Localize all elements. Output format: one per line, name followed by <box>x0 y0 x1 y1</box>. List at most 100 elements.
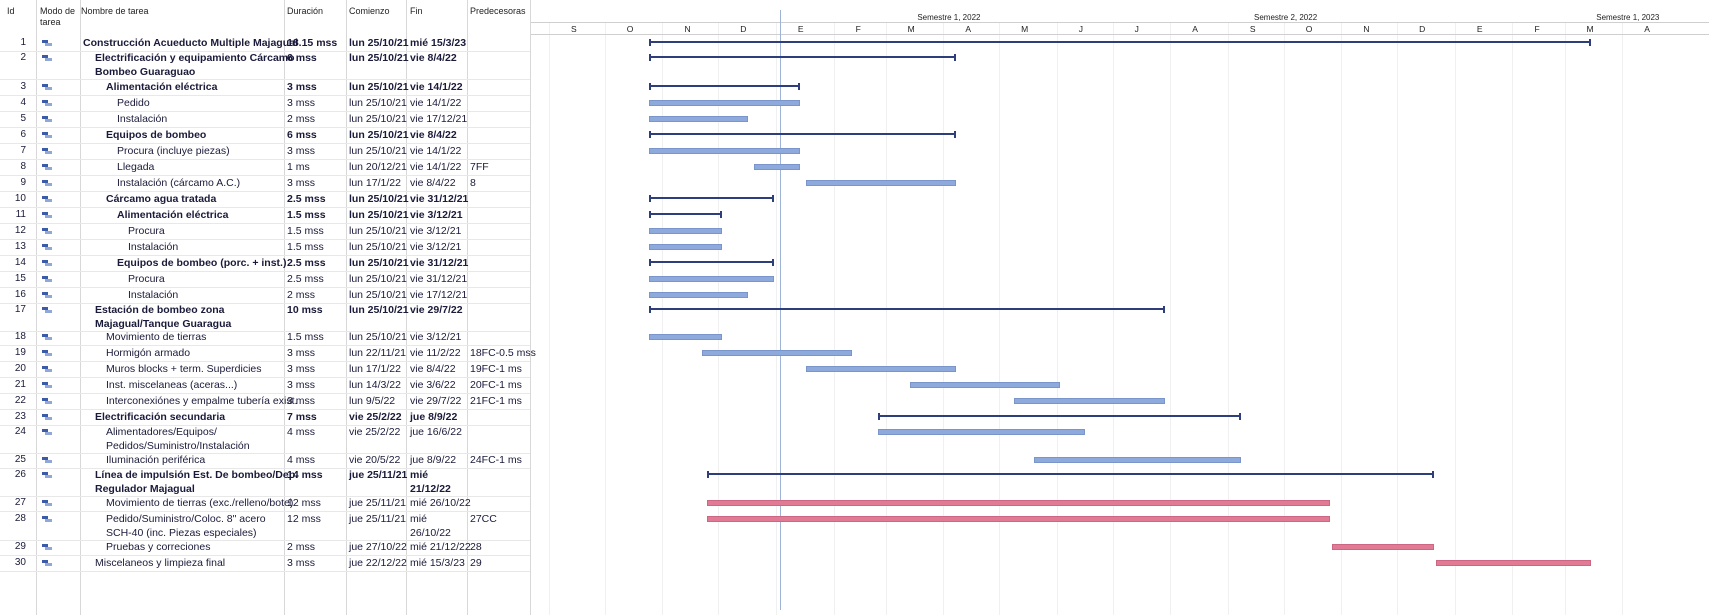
task-finish: vie 8/4/22 <box>410 52 457 64</box>
task-name: Hormigón armado <box>106 347 191 359</box>
gantt-task-bar[interactable] <box>878 429 1085 435</box>
column-header-id[interactable]: Id <box>7 6 15 16</box>
gantt-summary-bar[interactable] <box>649 259 775 266</box>
task-finish: vie 14/1/22 <box>410 97 462 109</box>
task-name: Cárcamo agua tratada <box>106 193 217 205</box>
task-mode-icon <box>42 244 52 250</box>
gantt-summary-bar[interactable] <box>878 413 1241 420</box>
task-mode-icon <box>42 180 52 186</box>
task-name: Llegada <box>117 161 155 173</box>
task-predecessors: 21FC-1 ms <box>470 395 522 407</box>
task-duration: 3 mss <box>287 81 317 93</box>
timescale-month: N <box>1363 24 1370 34</box>
task-finish: vie 31/12/21 <box>410 273 468 285</box>
timescale-month: E <box>1476 24 1483 34</box>
task-duration: 2 mss <box>287 113 316 125</box>
gantt-task-bar[interactable] <box>753 164 801 170</box>
task-id: 12 <box>14 225 26 236</box>
gantt-task-bar[interactable] <box>805 180 957 186</box>
gantt-task-bar[interactable] <box>1014 398 1165 404</box>
task-duration: 3 mss <box>287 379 316 391</box>
column-header-name[interactable]: Nombre de tarea <box>81 6 149 16</box>
gantt-summary-bar[interactable] <box>649 195 775 202</box>
gantt-task-bar[interactable] <box>649 148 801 154</box>
gantt-task-bar[interactable] <box>649 292 749 298</box>
gantt-task-bar[interactable] <box>649 276 775 282</box>
task-duration: 2 mss <box>287 541 316 553</box>
task-id: 3 <box>20 81 26 92</box>
task-predecessors: 8 <box>470 177 476 189</box>
row-divider <box>0 79 530 80</box>
task-name-continued: Majagual/Tanque Guaragua <box>95 318 232 330</box>
task-name: Equipos de bombeo (porc. + inst.) <box>117 257 287 269</box>
task-finish: vie 17/12/21 <box>410 113 468 125</box>
timescale-gridline <box>1512 22 1514 615</box>
task-duration: 3 mss <box>287 557 316 569</box>
timescale-gridline <box>1397 22 1399 615</box>
task-mode-icon <box>42 307 52 313</box>
task-mode-icon <box>42 366 52 372</box>
timescale-divider <box>530 22 1709 23</box>
task-id: 24 <box>14 426 26 437</box>
gantt-task-bar[interactable] <box>909 382 1061 388</box>
gantt-summary-bar[interactable] <box>707 471 1435 478</box>
task-predecessors: 20FC-1 ms <box>470 379 522 391</box>
gantt-task-bar[interactable] <box>649 334 722 340</box>
gantt-task-bar[interactable] <box>707 516 1331 522</box>
task-finish: vie 3/12/21 <box>410 209 463 221</box>
task-name: Movimiento de tierras (exc./relleno/bote… <box>106 497 294 509</box>
task-start: lun 25/10/21 <box>349 209 409 221</box>
gantt-summary-bar[interactable] <box>649 131 957 138</box>
gantt-task-bar[interactable] <box>649 116 749 122</box>
gantt-task-bar[interactable] <box>649 100 801 106</box>
task-predecessors: 27CC <box>470 513 497 525</box>
task-start: lun 25/10/21 <box>349 193 409 205</box>
task-id: 2 <box>20 52 26 63</box>
gantt-task-bar[interactable] <box>701 350 853 356</box>
task-finish: vie 31/12/21 <box>410 257 469 269</box>
task-start: vie 25/2/22 <box>349 426 401 438</box>
gantt-task-bar[interactable] <box>707 500 1331 506</box>
task-duration: 7 mss <box>287 411 317 423</box>
task-name: Procura <box>128 225 165 237</box>
task-id: 25 <box>14 454 26 465</box>
task-id: 22 <box>14 395 26 406</box>
gantt-task-bar[interactable] <box>1034 457 1241 463</box>
gantt-task-bar[interactable] <box>1436 560 1591 566</box>
task-duration: 1.5 mss <box>287 241 324 253</box>
task-name: Pedido/Suministro/Coloc. 8" acero <box>106 513 266 525</box>
task-name: Línea de impulsión Est. De bombeo/Dep. <box>95 469 299 481</box>
timescale-gridline <box>1170 22 1172 615</box>
column-header-mode[interactable]: Modo de tarea <box>40 6 76 27</box>
gantt-task-bar[interactable] <box>649 228 722 234</box>
column-header-predecessors[interactable]: Predecesoras <box>470 6 526 16</box>
gantt-summary-bar[interactable] <box>649 83 801 90</box>
task-name: Estación de bombeo zona <box>95 304 225 316</box>
task-name: Iluminación periférica <box>106 454 206 466</box>
task-id: 21 <box>14 379 26 390</box>
task-finish: vie 3/12/21 <box>410 331 462 343</box>
gantt-task-bar[interactable] <box>805 366 957 372</box>
gantt-summary-bar[interactable] <box>649 211 722 218</box>
task-duration: 10 mss <box>287 304 323 316</box>
task-start: lun 25/10/21 <box>349 273 407 285</box>
column-header-finish[interactable]: Fin <box>410 6 423 16</box>
column-header-start[interactable]: Comienzo <box>349 6 390 16</box>
row-divider <box>0 409 530 410</box>
column-header-duration[interactable]: Duración <box>287 6 324 16</box>
gantt-summary-bar[interactable] <box>649 39 1591 46</box>
task-start: lun 25/10/21 <box>349 304 409 316</box>
task-predecessors: 7FF <box>470 161 489 173</box>
gantt-summary-bar[interactable] <box>649 306 1165 313</box>
task-duration: 3 mss <box>287 363 316 375</box>
timescale-month: S <box>571 24 577 34</box>
gantt-summary-bar[interactable] <box>649 54 957 61</box>
task-finish: vie 14/1/22 <box>410 81 463 93</box>
row-divider <box>0 511 530 512</box>
task-id: 6 <box>20 129 26 140</box>
task-duration: 2.5 mss <box>287 273 324 285</box>
timescale-month: A <box>1644 24 1650 34</box>
task-duration: 3 mss <box>287 395 316 407</box>
gantt-task-bar[interactable] <box>1332 544 1435 550</box>
gantt-task-bar[interactable] <box>649 244 722 250</box>
